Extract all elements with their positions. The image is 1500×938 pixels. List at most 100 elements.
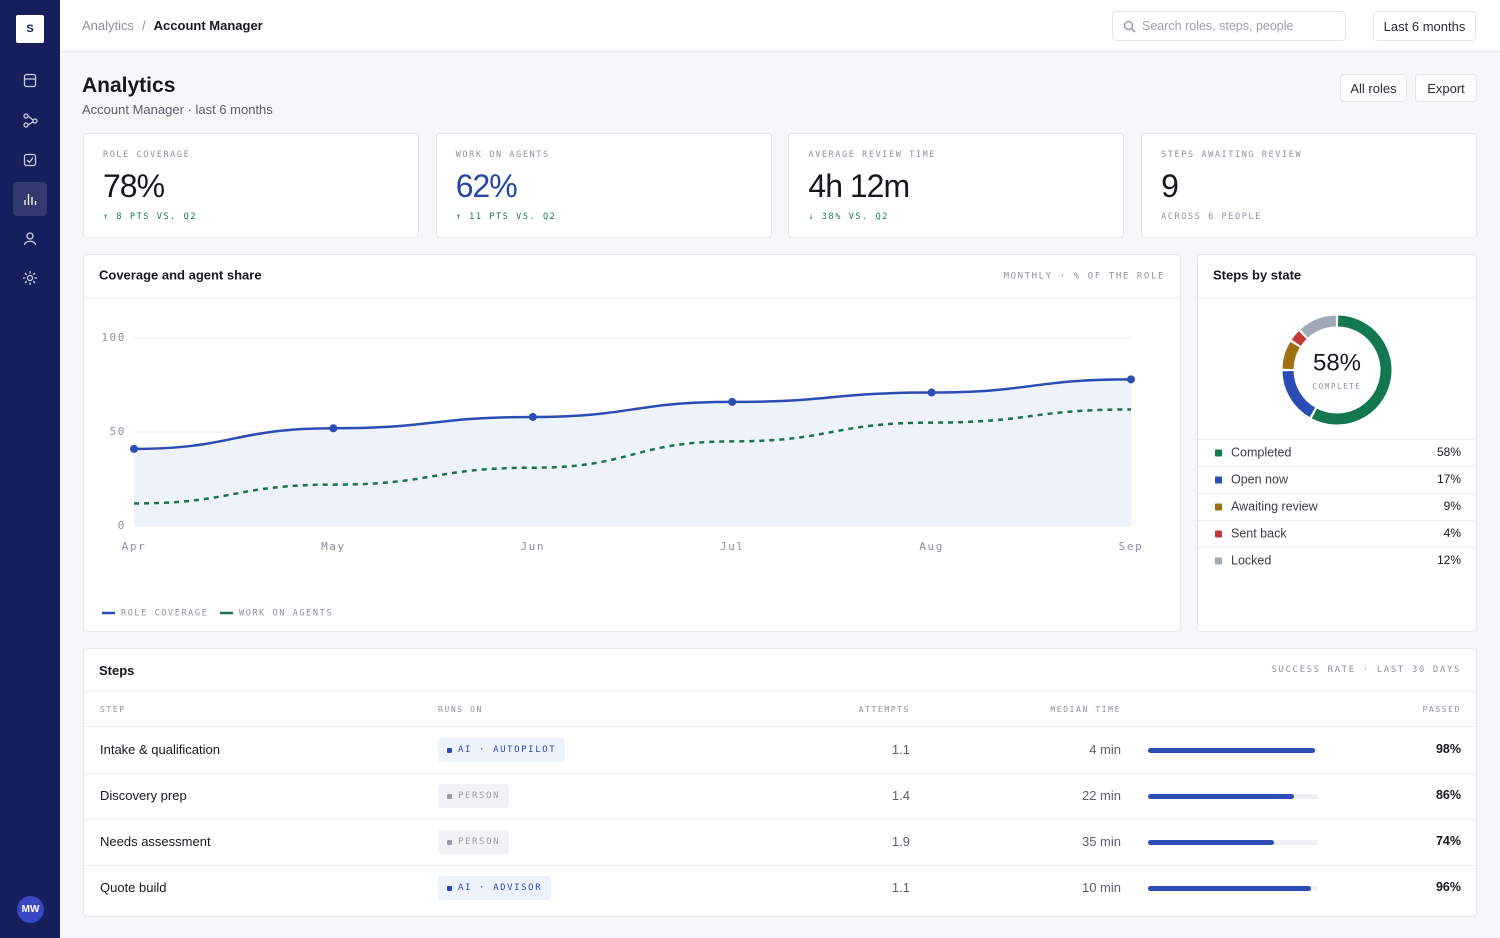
legend-value: 17% <box>1437 472 1461 486</box>
kpi-value: 78% <box>103 168 165 204</box>
donut-segment <box>1282 370 1316 418</box>
x-tick-label: Jun <box>520 540 545 553</box>
row-divider <box>84 865 1476 866</box>
nav-icons <box>23 73 38 285</box>
nav-icon[interactable] <box>23 232 37 246</box>
badge-dot <box>447 885 452 891</box>
data-point <box>728 397 737 406</box>
runs-on-badge: AI · AUTOPILOT <box>438 738 566 762</box>
runs-on-badge: PERSON <box>438 784 510 808</box>
data-point <box>927 388 936 397</box>
x-tick-label: Sep <box>1119 540 1144 553</box>
kpi-delta: ↑ 11 PTS VS. Q2 <box>455 212 557 222</box>
step-name: Intake & qualification <box>100 742 220 757</box>
line-series <box>133 408 1132 505</box>
legend-label: Sent back <box>1231 526 1287 540</box>
badge-dot <box>447 793 452 799</box>
column-header: ATTEMPTS <box>858 705 910 714</box>
runs-on-badge: PERSON <box>438 830 510 854</box>
row-divider <box>84 819 1476 820</box>
passed: 74% <box>1435 834 1461 848</box>
logo[interactable]: S <box>16 15 44 43</box>
kpi-delta: ACROSS 6 PEOPLE <box>1161 212 1262 222</box>
breadcrumb: Analytics / Account Manager <box>82 18 263 33</box>
kpi-value: 4h 12m <box>808 168 910 204</box>
legend-value: 9% <box>1444 499 1462 513</box>
nav-icon[interactable] <box>23 153 37 167</box>
legend-label: Awaiting review <box>1231 499 1319 513</box>
export-button[interactable]: Export <box>1415 74 1477 102</box>
filter-button[interactable]: All roles <box>1340 74 1407 102</box>
y-tick-label: 0 <box>118 519 126 532</box>
badge-label: AI · ADVISOR <box>458 883 543 893</box>
median-time: 4 min <box>1089 742 1121 757</box>
passed: 86% <box>1435 788 1461 802</box>
median-time: 22 min <box>1081 788 1121 803</box>
nav-icon[interactable] <box>23 113 38 128</box>
y-tick-label: 50 <box>110 425 126 438</box>
data-point <box>528 412 537 421</box>
donut-segment <box>1300 315 1337 338</box>
breadcrumb-item: Account Manager <box>153 18 263 33</box>
x-tick-label: Apr <box>122 540 147 553</box>
legend-swatch <box>1215 449 1222 457</box>
column-header: RUNS ON <box>438 705 483 714</box>
page-subtitle: Account Manager · last 6 months <box>82 102 273 117</box>
progress-fill <box>1148 748 1315 753</box>
avatar[interactable]: MW <box>17 896 44 923</box>
range-button[interactable]: Last 6 months <box>1373 11 1476 41</box>
donut-segment <box>1311 315 1392 425</box>
kpi-label: ROLE COVERAGE <box>103 150 191 160</box>
median-time: 35 min <box>1081 834 1121 849</box>
x-tick-label: Jul <box>720 540 745 553</box>
line-chart-card: Coverage and agent share MONTHLY · % OF … <box>83 254 1181 632</box>
y-tick-label: 100 <box>101 331 126 344</box>
legend-value: 4% <box>1444 526 1462 540</box>
kpi-value: 62% <box>455 168 518 204</box>
runs-on-badge: AI · ADVISOR <box>438 876 552 900</box>
attempts: 1.9 <box>891 834 910 849</box>
passed: 96% <box>1435 880 1461 894</box>
data-point <box>329 424 338 433</box>
nav-active <box>13 182 47 216</box>
kpi-label: STEPS AWAITING REVIEW <box>1161 150 1303 160</box>
donut-segment <box>1291 331 1307 346</box>
data-point <box>1127 375 1135 384</box>
chart-title: Coverage and agent share <box>99 267 262 282</box>
table-title: Steps <box>99 663 135 678</box>
progress-fill <box>1148 840 1274 845</box>
donut-chart: Steps by state 58% COMPLETE Completed 58%… <box>1198 267 1476 567</box>
divider <box>84 691 1476 692</box>
legend-label: Completed <box>1231 445 1291 459</box>
badge-dot <box>447 747 452 753</box>
legend-value: 12% <box>1437 553 1461 567</box>
breadcrumb-item[interactable]: Analytics <box>82 18 135 33</box>
sidebar: S MW <box>0 0 60 938</box>
line-series <box>133 378 1132 451</box>
progress-fill <box>1148 886 1312 891</box>
attempts: 1.1 <box>891 742 910 757</box>
donut-center-value: 58% <box>1313 349 1361 376</box>
legend-label: ROLE COVERAGE <box>121 609 208 619</box>
legend-swatch <box>1215 557 1222 565</box>
breadcrumb-separator: / <box>142 18 146 33</box>
kpi-label: WORK ON AGENTS <box>455 150 550 160</box>
legend-label: Open now <box>1231 472 1289 486</box>
badge-dot <box>447 839 452 845</box>
attempts: 1.4 <box>891 788 910 803</box>
legend-swatch <box>1215 530 1222 538</box>
nav-icon[interactable] <box>23 271 37 285</box>
passed: 98% <box>1435 742 1461 756</box>
step-name: Discovery prep <box>100 788 187 803</box>
nav-icon[interactable] <box>24 194 37 205</box>
search-box[interactable]: Search roles, steps, people <box>1112 11 1346 41</box>
badge-label: PERSON <box>458 791 501 801</box>
x-tick-label: Aug <box>919 540 944 553</box>
nav-icon[interactable] <box>23 73 37 88</box>
step-name: Needs assessment <box>100 834 211 849</box>
donut-card: Steps by state 58% COMPLETE Completed 58%… <box>1197 254 1477 632</box>
kpi-value: 9 <box>1161 168 1179 204</box>
column-header: MEDIAN TIME <box>1050 705 1121 714</box>
